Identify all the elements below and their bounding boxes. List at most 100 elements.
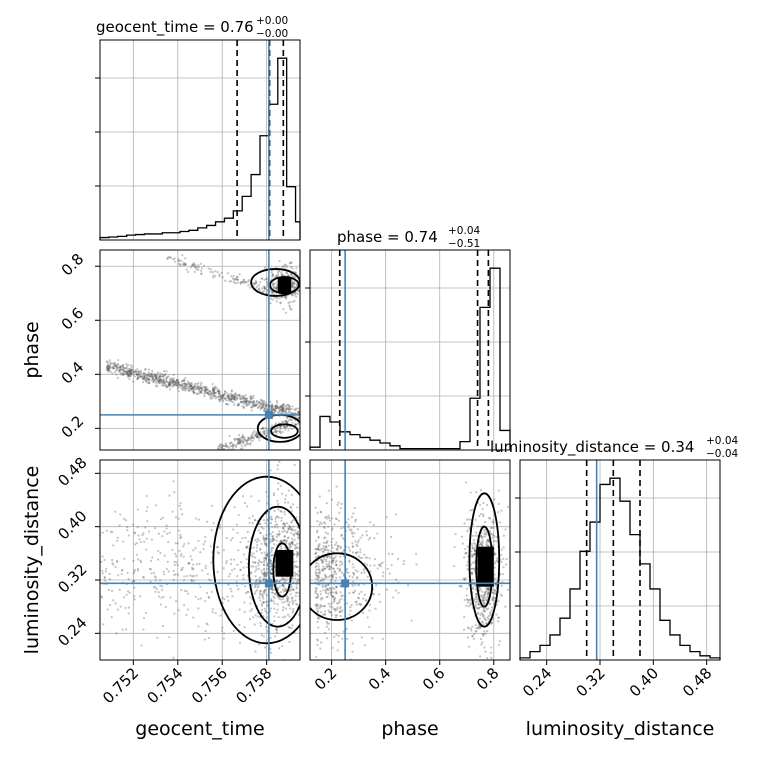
scatter-point (490, 598, 494, 601)
scatter-point (290, 520, 293, 523)
scatter-point (220, 446, 223, 449)
scatter-point (497, 643, 501, 647)
scatter-point (325, 625, 329, 628)
scatter-point (368, 625, 371, 628)
scatter-point (264, 573, 267, 576)
scatter-point (148, 567, 152, 570)
scatter-point (295, 553, 298, 556)
scatter-point (239, 439, 242, 442)
scatter-point (245, 546, 248, 549)
scatter-point (295, 267, 298, 270)
scatter-point (274, 523, 277, 527)
scatter-point (243, 402, 246, 406)
scatter-point (280, 539, 283, 542)
scatter-point (289, 411, 292, 414)
scatter-point (153, 378, 156, 382)
scatter-point (250, 395, 253, 399)
scatter-point (377, 563, 380, 566)
scatter-point (187, 389, 190, 392)
scatter-point (224, 442, 227, 445)
scatter-point (258, 436, 261, 440)
scatter-point (201, 569, 204, 572)
scatter-point (466, 561, 469, 564)
scatter-point (340, 610, 343, 613)
scatter-point (179, 502, 182, 505)
scatter-point (207, 596, 211, 599)
scatter-point (286, 425, 289, 428)
scatter-point (260, 542, 263, 545)
scatter-point (301, 289, 303, 291)
scatter-point (254, 433, 258, 436)
scatter-point (316, 604, 320, 607)
scatter-point (125, 370, 128, 373)
scatter-point (236, 584, 239, 587)
scatter-point (352, 580, 355, 584)
scatter-point (305, 543, 307, 545)
scatter-point (351, 542, 354, 545)
scatter-point (283, 539, 286, 542)
scatter-point (365, 599, 368, 602)
ytick-label-luminosity_distance-1: 0.32 (54, 560, 90, 596)
scatter-point (291, 405, 294, 408)
scatter-point (233, 439, 236, 442)
scatter-point (325, 583, 328, 587)
scatter-point (467, 605, 470, 608)
scatter-point (270, 404, 274, 407)
scatter-point (181, 263, 184, 266)
scatter-point (109, 362, 113, 365)
scatter-point (250, 608, 254, 611)
scatter-point (190, 385, 194, 388)
scatter-point (246, 590, 249, 594)
scatter-point (218, 273, 221, 276)
scatter-point (282, 406, 286, 409)
scatter-point (206, 391, 209, 394)
scatter-point (168, 382, 171, 385)
scatter-point (231, 395, 234, 398)
scatter-point (236, 397, 239, 400)
scatter-point (263, 564, 266, 567)
scatter-point (360, 636, 363, 639)
scatter-point (291, 599, 294, 602)
scatter-point (248, 521, 251, 524)
scatter-point (485, 541, 488, 544)
scatter-point (162, 382, 166, 385)
scatter-point (222, 444, 225, 447)
scatter-point (325, 565, 328, 568)
scatter-point (305, 581, 307, 583)
scatter-point (241, 436, 244, 439)
scatter-point (315, 587, 318, 590)
scatter-point (263, 574, 267, 577)
scatter-point (211, 610, 214, 614)
scatter-point (216, 545, 220, 549)
scatter-point (166, 257, 169, 260)
scatter-point (142, 376, 145, 380)
scatter-point (225, 402, 228, 406)
scatter-point (242, 440, 245, 443)
scatter-point (189, 574, 192, 577)
scatter-point (177, 385, 180, 389)
scatter-point (274, 405, 277, 408)
scatter-point (347, 546, 350, 549)
scatter-point (328, 586, 331, 590)
scatter-point (222, 567, 225, 570)
scatter-point (225, 402, 228, 406)
scatter-point (213, 391, 216, 394)
scatter-point (272, 408, 275, 411)
scatter-point (327, 602, 330, 605)
scatter-point (272, 431, 275, 434)
scatter-point (151, 369, 154, 372)
scatter-point (474, 518, 477, 521)
scatter-point (243, 439, 247, 442)
scatter-point (106, 368, 110, 371)
scatter-point (477, 525, 480, 528)
scatter-point (281, 530, 284, 533)
scatter-point (262, 557, 266, 560)
scatter-point (363, 571, 366, 574)
scatter-point (263, 278, 266, 281)
scatter-point (255, 589, 259, 592)
scatter-point (285, 295, 288, 298)
scatter-point (193, 386, 196, 389)
scatter-point (339, 614, 342, 618)
scatter-point (361, 611, 365, 615)
scatter-point (292, 519, 295, 522)
